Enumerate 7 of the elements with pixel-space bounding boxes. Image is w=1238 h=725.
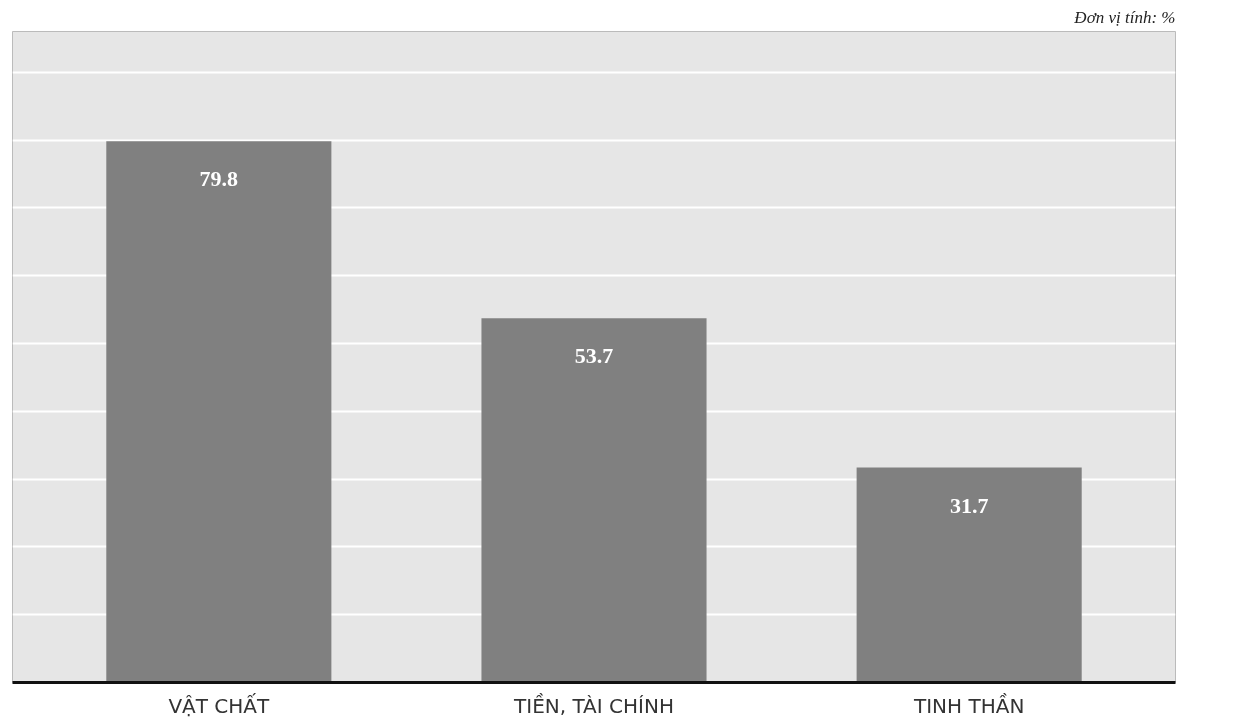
data-label: 79.8 [199,166,239,192]
x-tick-label: VẬT CHẤT [168,692,271,718]
x-tick-label: TINH THẦN [912,692,1025,718]
data-label: 53.7 [574,343,614,369]
x-tick-label: TIỀN, TÀI CHÍNH [513,692,674,718]
data-label: 31.7 [949,492,989,518]
text: Đơn vị tính: % [1073,7,1176,27]
